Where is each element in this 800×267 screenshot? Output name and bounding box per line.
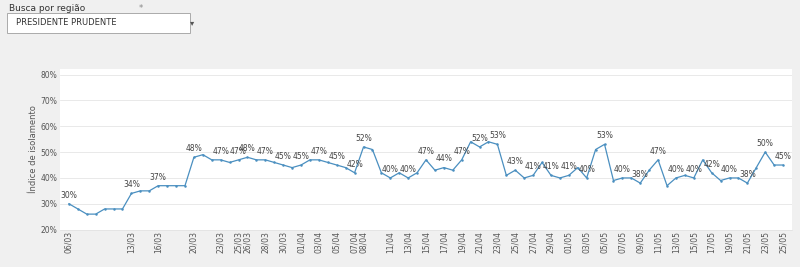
Text: 48%: 48% bbox=[186, 144, 202, 153]
Text: 44%: 44% bbox=[435, 154, 452, 163]
Text: 47%: 47% bbox=[418, 147, 434, 156]
Text: 40%: 40% bbox=[667, 165, 684, 174]
Text: 45%: 45% bbox=[328, 152, 345, 161]
Text: 40%: 40% bbox=[400, 165, 417, 174]
Text: 52%: 52% bbox=[355, 134, 372, 143]
Text: 47%: 47% bbox=[230, 147, 247, 156]
Text: 41%: 41% bbox=[525, 162, 542, 171]
Text: 30%: 30% bbox=[61, 191, 78, 200]
Text: Busca por região: Busca por região bbox=[9, 4, 86, 13]
Text: 52%: 52% bbox=[471, 134, 488, 143]
Text: 45%: 45% bbox=[293, 152, 310, 161]
Y-axis label: Índice de isolamento: Índice de isolamento bbox=[29, 105, 38, 194]
Text: 47%: 47% bbox=[310, 147, 327, 156]
Text: 41%: 41% bbox=[561, 162, 578, 171]
Text: 50%: 50% bbox=[757, 139, 774, 148]
Text: 34%: 34% bbox=[123, 180, 140, 189]
Text: 42%: 42% bbox=[703, 160, 720, 168]
Text: 47%: 47% bbox=[257, 147, 274, 156]
Text: 40%: 40% bbox=[686, 165, 702, 174]
Text: 38%: 38% bbox=[739, 170, 756, 179]
Text: 47%: 47% bbox=[212, 147, 229, 156]
Text: 40%: 40% bbox=[382, 165, 398, 174]
Text: 40%: 40% bbox=[614, 165, 631, 174]
Text: 53%: 53% bbox=[596, 131, 613, 140]
Text: *: * bbox=[139, 4, 143, 13]
FancyBboxPatch shape bbox=[6, 13, 190, 33]
Text: 41%: 41% bbox=[542, 162, 559, 171]
Text: 37%: 37% bbox=[150, 172, 166, 182]
Text: ▾: ▾ bbox=[190, 18, 194, 28]
Text: PRESIDENTE PRUDENTE: PRESIDENTE PRUDENTE bbox=[16, 18, 116, 28]
Text: 40%: 40% bbox=[578, 165, 595, 174]
Text: 47%: 47% bbox=[650, 147, 666, 156]
Text: 38%: 38% bbox=[632, 170, 649, 179]
Text: 45%: 45% bbox=[274, 152, 292, 161]
Text: 48%: 48% bbox=[239, 144, 256, 153]
Text: 43%: 43% bbox=[507, 157, 524, 166]
Text: 45%: 45% bbox=[774, 152, 791, 161]
Text: 40%: 40% bbox=[721, 165, 738, 174]
Text: 42%: 42% bbox=[346, 160, 363, 168]
Text: 53%: 53% bbox=[489, 131, 506, 140]
Text: 47%: 47% bbox=[454, 147, 470, 156]
